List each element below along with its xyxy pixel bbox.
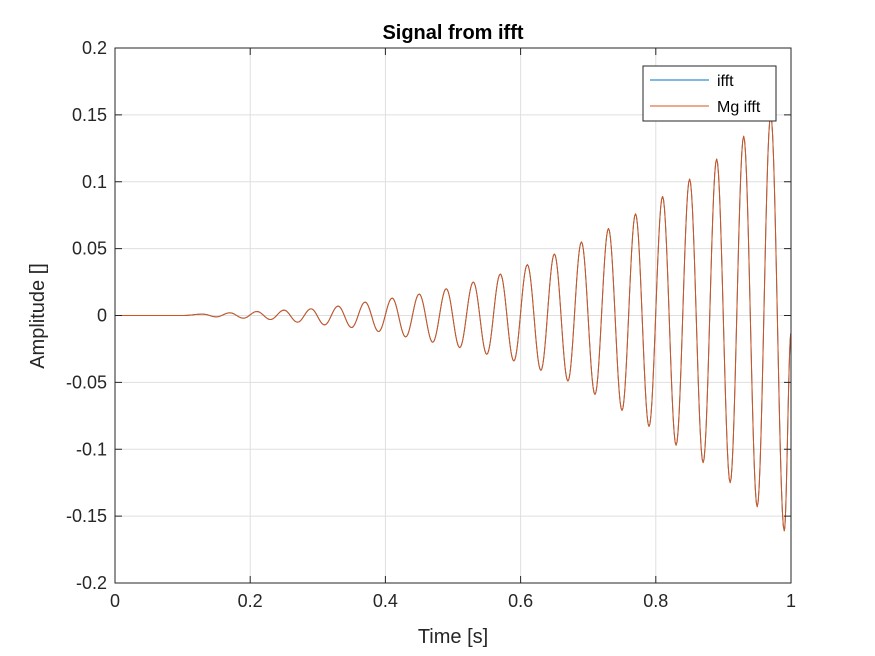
y-tick-label: -0.15 — [66, 506, 107, 526]
legend-box — [642, 65, 777, 122]
tick-labels: 0 0.2 0.4 0.6 0.8 1 -0.2 -0.15 -0.1 -0.05 0 0.05 0.1… — [66, 38, 796, 611]
tick-marks — [114, 47, 792, 584]
legend-label-mg-ifft: Mg ifft — [717, 99, 761, 116]
x-axis-label: Time [s] — [418, 626, 488, 648]
x-tick-label: 0.4 — [373, 591, 398, 611]
x-tick-label: 0.6 — [508, 591, 533, 611]
x-tick-label: 0.2 — [238, 591, 263, 611]
x-tick-label: 1 — [786, 591, 796, 611]
legend[interactable]: ifft Mg ifft — [642, 65, 777, 122]
x-tick-label: 0 — [110, 591, 120, 611]
y-tick-label: 0.05 — [72, 239, 107, 259]
series-lines — [115, 114, 792, 532]
y-tick-label: -0.1 — [76, 439, 107, 459]
y-tick-label: -0.2 — [76, 573, 107, 593]
y-tick-label: 0 — [97, 306, 107, 326]
chart-title: Signal from ifft — [382, 22, 523, 44]
x-tick-label: 0.8 — [643, 591, 668, 611]
legend-label-ifft: ifft — [717, 73, 734, 90]
y-tick-label: 0.2 — [82, 38, 107, 58]
y-tick-label: 0.15 — [72, 105, 107, 125]
series-line-mg-ifft — [115, 114, 792, 532]
y-tick-label: 0.1 — [82, 172, 107, 192]
y-tick-label: -0.05 — [66, 372, 107, 392]
y-axis-label: Amplitude [] — [27, 263, 49, 369]
